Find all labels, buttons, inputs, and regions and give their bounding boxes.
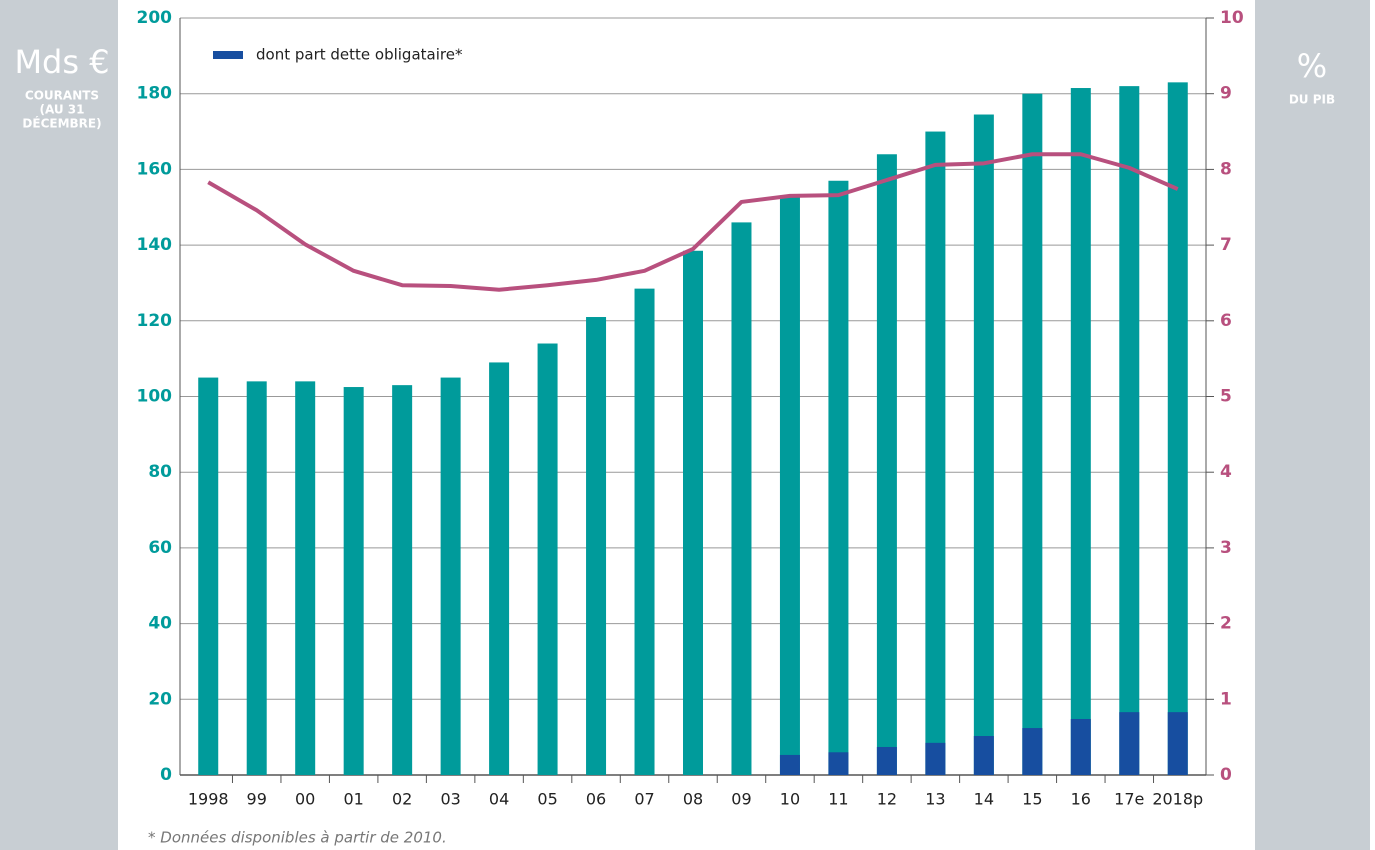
y-tick-label: 180	[137, 84, 173, 104]
x-tick-label: 07	[634, 790, 654, 809]
bar	[537, 343, 558, 775]
x-tick-label: 09	[731, 790, 751, 809]
y-label: DÉCEMBRE)	[22, 116, 101, 131]
bar	[392, 385, 413, 775]
y-tick-label: 120	[137, 311, 173, 331]
x-tick-label: 13	[925, 790, 945, 809]
x-tick-label: 08	[683, 790, 703, 809]
y2-tick-label: 1	[1220, 689, 1232, 709]
y-tick-label: 20	[148, 689, 172, 709]
bar	[246, 381, 267, 775]
y-tick-label: 160	[137, 159, 173, 179]
bar	[440, 377, 461, 775]
y2-tick-label: 9	[1220, 84, 1232, 104]
x-tick-label: 14	[974, 790, 994, 809]
y2-tick-label: 7	[1220, 235, 1232, 255]
bar	[828, 752, 849, 775]
line	[207, 152, 1179, 292]
bar	[828, 180, 849, 775]
bar	[1022, 728, 1043, 775]
y2-tick-label: 3	[1220, 538, 1232, 558]
bar	[1119, 712, 1140, 775]
legend-swatch	[213, 51, 243, 59]
y2-tick-label: 5	[1220, 387, 1232, 407]
bar	[198, 377, 219, 775]
x-tick-label: 06	[586, 790, 606, 809]
bar	[925, 742, 946, 775]
y2-tick-label: 0	[1220, 765, 1232, 785]
bar	[973, 114, 994, 775]
x-tick-label: 17e	[1114, 790, 1144, 809]
x-tick-label: 99	[247, 790, 267, 809]
bar	[1167, 712, 1188, 775]
x-tick-label: 04	[489, 790, 509, 809]
bar	[1119, 86, 1140, 775]
bar	[973, 736, 994, 775]
y-tick-label: 0	[160, 765, 172, 785]
y2-tick-label: 8	[1220, 159, 1232, 179]
bar	[1022, 93, 1043, 775]
bar	[586, 317, 607, 775]
bar	[779, 195, 800, 775]
x-tick-label: 03	[440, 790, 460, 809]
x-tick-label: 16	[1071, 790, 1091, 809]
y-tick-label: 60	[148, 538, 172, 558]
x-tick-label: 15	[1022, 790, 1042, 809]
y2-label: DU PIB	[1289, 93, 1335, 107]
y-label-unit: Mds €	[14, 43, 109, 81]
x-tick-label: 02	[392, 790, 412, 809]
y-tick-label: 200	[137, 8, 173, 28]
y-tick-label: 140	[137, 235, 173, 255]
bar	[876, 746, 897, 775]
x-tick-label: 01	[343, 790, 363, 809]
bar	[1167, 82, 1188, 776]
bar	[731, 222, 752, 775]
bar	[489, 362, 510, 775]
right-panel	[1255, 0, 1370, 850]
y-tick-label: 80	[148, 462, 172, 482]
y2-tick-label: 10	[1220, 8, 1244, 28]
y2-label-unit: %	[1297, 47, 1327, 85]
bar	[634, 288, 655, 775]
y2-tick-label: 2	[1220, 614, 1232, 634]
bar	[343, 387, 364, 775]
x-tick-label: 00	[295, 790, 315, 809]
bar	[779, 754, 800, 775]
bar	[876, 154, 897, 775]
bar	[295, 381, 316, 775]
x-tick-label: 1998	[188, 790, 229, 809]
y-label: (AU 31	[39, 103, 84, 117]
x-tick-label: 05	[537, 790, 557, 809]
y-tick-label: 100	[137, 387, 173, 407]
x-tick-label: 12	[877, 790, 897, 809]
y2-tick-label: 6	[1220, 311, 1232, 331]
y-tick-label: 40	[148, 614, 172, 634]
bar	[683, 250, 703, 776]
bar	[1070, 718, 1091, 775]
bar	[925, 131, 946, 776]
x-tick-label: 11	[828, 790, 848, 809]
y2-tick-label: 4	[1220, 462, 1232, 482]
legend-label: dont part dette obligataire*	[256, 46, 463, 64]
y-label: COURANTS	[25, 89, 99, 103]
bar	[1070, 88, 1091, 775]
x-tick-label: 10	[780, 790, 800, 809]
x-tick-label: 2018p	[1152, 790, 1203, 809]
left-panel	[0, 0, 118, 850]
footnote: * Données disponibles à partir de 2010.	[148, 829, 447, 847]
